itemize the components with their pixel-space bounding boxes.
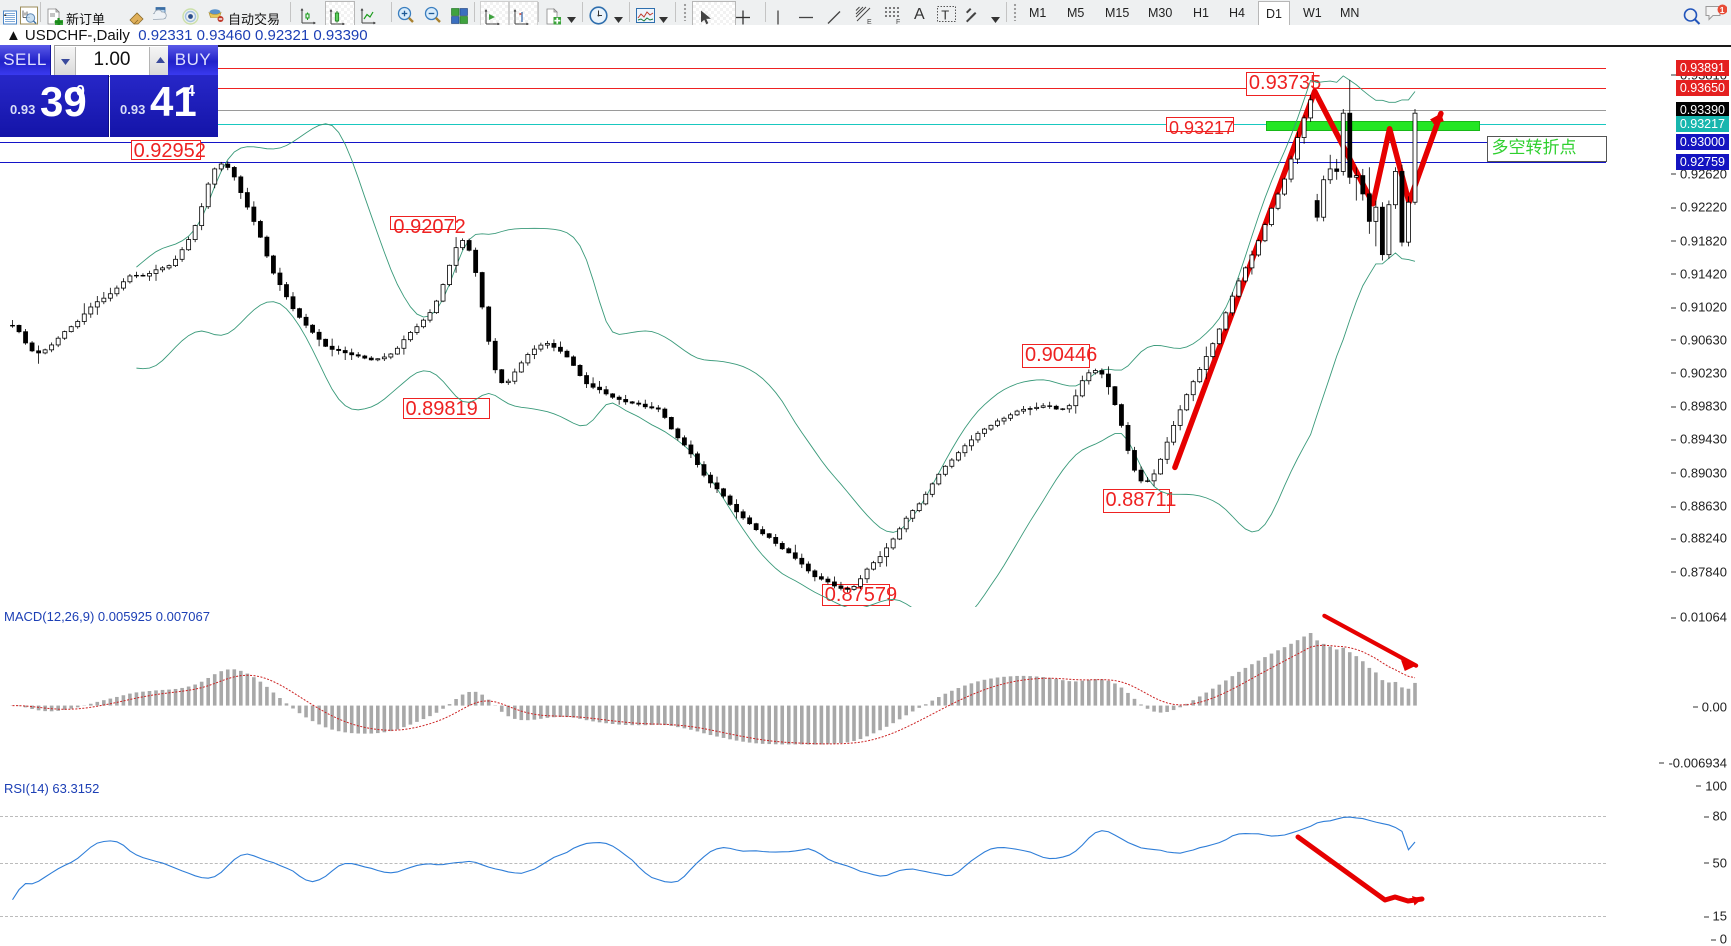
svg-text:T: T <box>941 8 949 23</box>
svg-text:1: 1 <box>1720 5 1725 15</box>
